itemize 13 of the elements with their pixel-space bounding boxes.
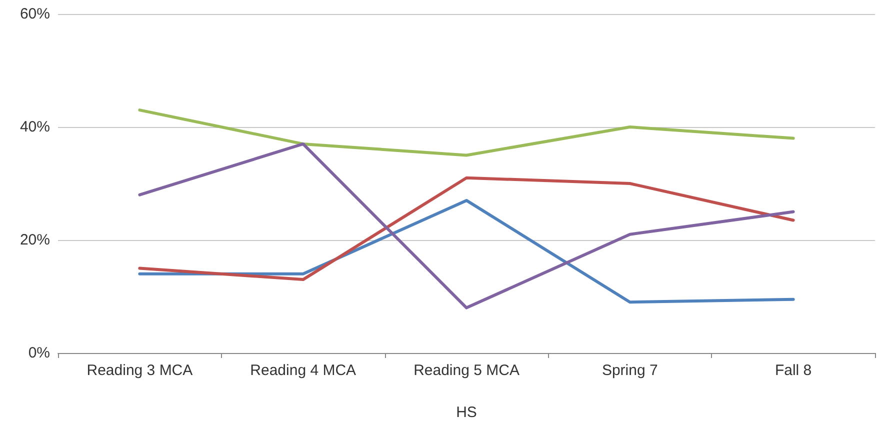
y-tick-label: 40% bbox=[20, 118, 50, 136]
line-series bbox=[138, 142, 795, 310]
x-tick-label: Fall 8 bbox=[774, 362, 812, 379]
x-axis-title: HS bbox=[456, 404, 477, 421]
x-tick-label: Reading 4 MCA bbox=[250, 362, 356, 379]
x-tick-label: Reading 5 MCA bbox=[414, 362, 520, 379]
x-tick-label: Reading 3 MCA bbox=[86, 362, 193, 379]
line-series bbox=[138, 176, 795, 282]
y-tick-label: 20% bbox=[20, 232, 50, 248]
y-tick-label: 60% bbox=[20, 6, 50, 22]
line-series bbox=[138, 108, 795, 157]
y-tick-label: 0% bbox=[28, 344, 50, 362]
x-tick-label: Spring 7 bbox=[602, 362, 658, 379]
